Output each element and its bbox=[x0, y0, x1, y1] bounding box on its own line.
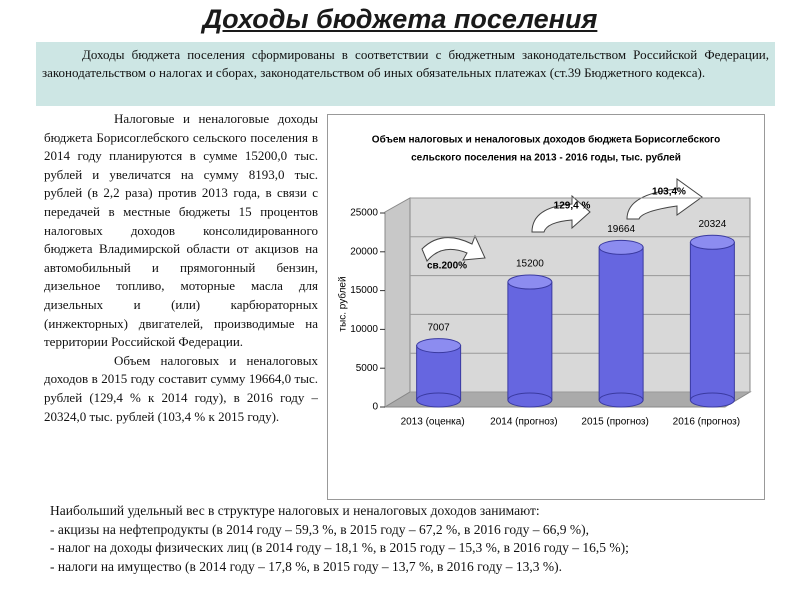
bar bbox=[689, 241, 735, 401]
body-text: Налоговые и неналоговые доходы бюджета Б… bbox=[44, 110, 318, 512]
y-tick-label: 25000 bbox=[350, 208, 378, 219]
x-tick-label: 2014 (прогноз) bbox=[490, 417, 557, 428]
bar-base bbox=[507, 392, 553, 408]
value-label: 15200 bbox=[516, 259, 544, 270]
footer-line: - акцизы на нефтепродукты (в 2014 году –… bbox=[50, 521, 589, 537]
paragraph: Объем налоговых и неналоговых доходов в … bbox=[44, 352, 318, 424]
chart-title: сельского поселения на 2013 - 2016 годы,… bbox=[411, 152, 681, 164]
x-tick-label: 2016 (прогноз) bbox=[673, 417, 740, 428]
footer-line: - налоги на имущество (в 2014 году – 17,… bbox=[50, 558, 562, 574]
y-tick-label: 15000 bbox=[350, 285, 378, 296]
footer: Наибольший удельный вес в структуре нало… bbox=[50, 502, 790, 576]
intro-box: Доходы бюджета поселения сформированы в … bbox=[36, 42, 775, 106]
slide-title: Доходы бюджета поселения bbox=[202, 4, 598, 34]
bar-top bbox=[507, 274, 553, 290]
paragraph: Налоговые и неналоговые доходы бюджета Б… bbox=[44, 111, 318, 350]
value-label: 7007 bbox=[428, 322, 451, 333]
arrow bbox=[531, 194, 591, 233]
y-tick-label: 0 bbox=[372, 402, 378, 413]
bar-base bbox=[598, 392, 644, 408]
bar-top bbox=[598, 239, 644, 255]
arrow bbox=[626, 178, 703, 220]
bar bbox=[416, 345, 462, 401]
annotation: 103,4% bbox=[652, 187, 686, 198]
value-label: 20324 bbox=[698, 219, 726, 230]
arrow bbox=[421, 234, 486, 262]
bar-base bbox=[689, 392, 735, 408]
annotation: 129,4 % bbox=[554, 201, 591, 212]
bar-top bbox=[689, 234, 735, 250]
y-tick-label: 5000 bbox=[356, 363, 379, 374]
annotation: св.200% bbox=[427, 261, 467, 272]
y-axis-label: тыс. рублей bbox=[337, 276, 349, 331]
bar bbox=[507, 281, 553, 401]
x-tick-label: 2015 (прогноз) bbox=[581, 417, 648, 428]
chart-title: Объем налоговых и неналоговых доходов бю… bbox=[372, 134, 720, 146]
y-tick-label: 20000 bbox=[350, 246, 378, 257]
x-tick-label: 2013 (оценка) bbox=[401, 417, 465, 428]
footer-line: Наибольший удельный вес в структуре нало… bbox=[50, 503, 540, 518]
value-label: 19664 bbox=[607, 224, 635, 235]
y-tick-label: 10000 bbox=[350, 324, 378, 335]
bar-top bbox=[416, 338, 462, 354]
bar bbox=[598, 246, 644, 401]
chart: Объем налоговых и неналоговых доходов бю… bbox=[327, 114, 765, 500]
bar-base bbox=[416, 392, 462, 408]
footer-line: - налог на доходы физических лиц (в 2014… bbox=[50, 540, 629, 555]
side-wall bbox=[384, 197, 411, 408]
